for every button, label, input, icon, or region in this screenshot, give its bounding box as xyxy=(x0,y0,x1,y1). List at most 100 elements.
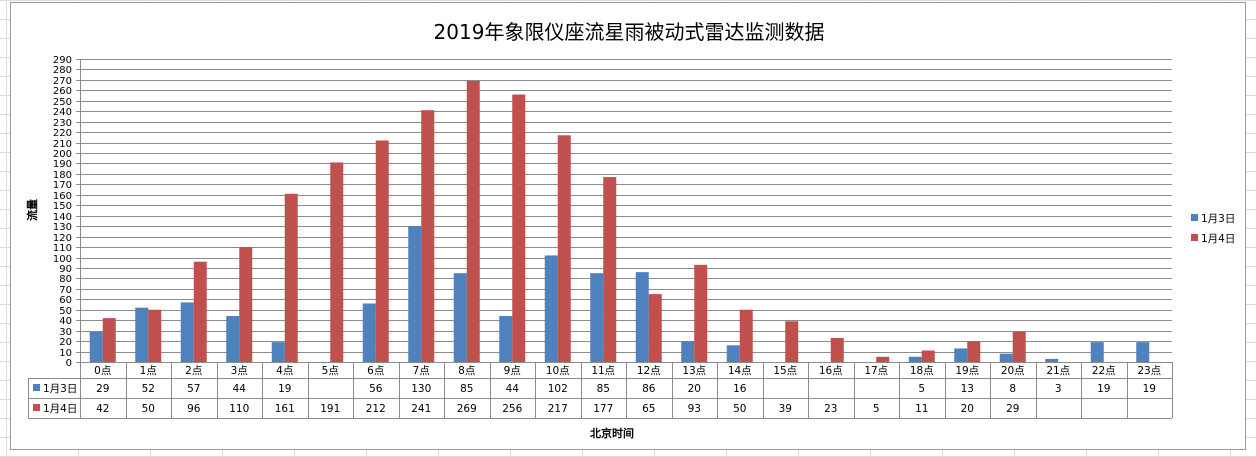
table-cell: 85 xyxy=(460,383,473,395)
chart-title: 2019年象限仪座流星雨被动式雷达监测数据 xyxy=(434,20,825,44)
x-tick-label: 11点 xyxy=(591,365,615,377)
y-tick-label: 30 xyxy=(59,327,72,338)
x-tick-label: 5点 xyxy=(322,365,339,377)
bar-series-0-2 xyxy=(180,302,194,362)
table-cell: 65 xyxy=(642,403,655,415)
bar-series-0-0 xyxy=(89,331,103,362)
y-tick-label: 60 xyxy=(59,295,72,306)
table-cell: 50 xyxy=(142,403,155,415)
x-tick-label: 20点 xyxy=(1001,365,1025,377)
bar-series-0-4 xyxy=(271,342,285,362)
legend-key xyxy=(1191,234,1198,241)
x-tick-label: 0点 xyxy=(94,365,111,377)
y-tick-label: 150 xyxy=(53,201,72,212)
x-tick-label: 8点 xyxy=(458,365,475,377)
bar-series-0-7 xyxy=(408,226,422,362)
table-cell: 191 xyxy=(320,403,340,415)
table-legend-key xyxy=(33,384,40,391)
bar-series-0-19 xyxy=(954,348,968,362)
y-tick-label: 20 xyxy=(59,337,72,348)
table-legend-key xyxy=(33,404,40,411)
x-tick-label: 13点 xyxy=(682,365,706,377)
bar-series-1-14 xyxy=(739,309,753,362)
bar-series-0-3 xyxy=(226,316,240,362)
legend-key xyxy=(1191,214,1198,221)
bar-series-1-16 xyxy=(830,337,844,362)
bar-series-0-23 xyxy=(1136,342,1150,362)
table-cell: 56 xyxy=(369,383,383,395)
y-tick-label: 210 xyxy=(53,139,72,150)
bar-series-0-21 xyxy=(1045,358,1059,362)
table-row-label: 1月4日 xyxy=(43,403,77,415)
y-tick-label: 280 xyxy=(53,65,72,76)
y-axis-title: 流量 xyxy=(25,199,39,221)
y-tick-label: 230 xyxy=(53,118,72,129)
bar-series-1-15 xyxy=(785,321,799,362)
bar-series-1-9 xyxy=(512,94,526,362)
table-cell: 19 xyxy=(1143,383,1156,395)
y-tick-label: 100 xyxy=(53,254,72,265)
bar-series-1-20 xyxy=(1012,331,1026,362)
table-cell: 16 xyxy=(733,383,747,395)
table-cell: 217 xyxy=(548,403,568,415)
table-row-label: 1月3日 xyxy=(43,383,77,395)
table-cell: 269 xyxy=(457,403,477,415)
x-axis-title: 北京时间 xyxy=(590,426,634,440)
y-tick-label: 240 xyxy=(53,107,72,118)
table-cell: 93 xyxy=(688,403,701,415)
bar-series-1-4 xyxy=(284,193,298,362)
x-tick-label: 18点 xyxy=(910,365,934,377)
y-tick-label: 50 xyxy=(59,306,72,317)
bar-series-1-8 xyxy=(466,80,480,362)
bar-series-1-1 xyxy=(148,309,162,362)
bar-series-0-20 xyxy=(999,353,1013,362)
y-tick-label: 130 xyxy=(53,222,72,233)
table-cell: 96 xyxy=(187,403,201,415)
bar-series-1-0 xyxy=(102,318,116,362)
table-cell: 212 xyxy=(366,403,386,415)
y-tick-label: 140 xyxy=(53,212,72,223)
y-tick-label: 70 xyxy=(59,285,72,296)
y-tick-label: 80 xyxy=(59,274,72,285)
table-cell: 177 xyxy=(593,403,613,415)
table-cell: 52 xyxy=(142,383,155,395)
bar-series-1-2 xyxy=(193,261,207,362)
bar-series-1-11 xyxy=(603,177,617,362)
bar-series-0-22 xyxy=(1090,342,1104,362)
x-tick-label: 23点 xyxy=(1137,365,1161,377)
y-tick-label: 270 xyxy=(53,76,72,87)
y-tick-label: 170 xyxy=(53,180,72,191)
y-tick-label: 0 xyxy=(66,358,72,369)
bar-series-0-6 xyxy=(362,303,376,362)
y-tick-label: 40 xyxy=(59,316,72,327)
table-cell: 44 xyxy=(506,383,520,395)
legend-label: 1月4日 xyxy=(1201,233,1235,245)
table-cell: 19 xyxy=(1097,383,1110,395)
bar-series-1-3 xyxy=(239,247,253,362)
bar-series-0-1 xyxy=(135,307,149,362)
x-tick-label: 15点 xyxy=(773,365,797,377)
table-cell: 50 xyxy=(733,403,746,415)
table-cell: 86 xyxy=(642,383,656,395)
x-tick-label: 2点 xyxy=(185,365,202,377)
table-cell: 13 xyxy=(961,383,974,395)
bar-series-0-11 xyxy=(590,273,604,362)
legend: 1月3日 1月4日 xyxy=(1191,213,1235,245)
table-cell: 256 xyxy=(502,403,522,415)
bar-series-0-13 xyxy=(681,341,695,362)
bar-series-1-19 xyxy=(967,341,981,362)
bars xyxy=(89,80,1150,362)
bar-series-1-10 xyxy=(557,135,571,362)
x-tick-label: 9点 xyxy=(504,365,521,377)
bar-series-0-8 xyxy=(453,273,467,362)
bar-series-1-17 xyxy=(876,356,890,362)
table-cell: 23 xyxy=(824,403,837,415)
table-cell: 20 xyxy=(688,383,701,395)
table-cell: 11 xyxy=(915,403,928,415)
table-cell: 29 xyxy=(96,383,109,395)
bar-series-0-10 xyxy=(544,255,558,362)
table-cell: 161 xyxy=(275,403,295,415)
x-tick-label: 12点 xyxy=(637,365,661,377)
